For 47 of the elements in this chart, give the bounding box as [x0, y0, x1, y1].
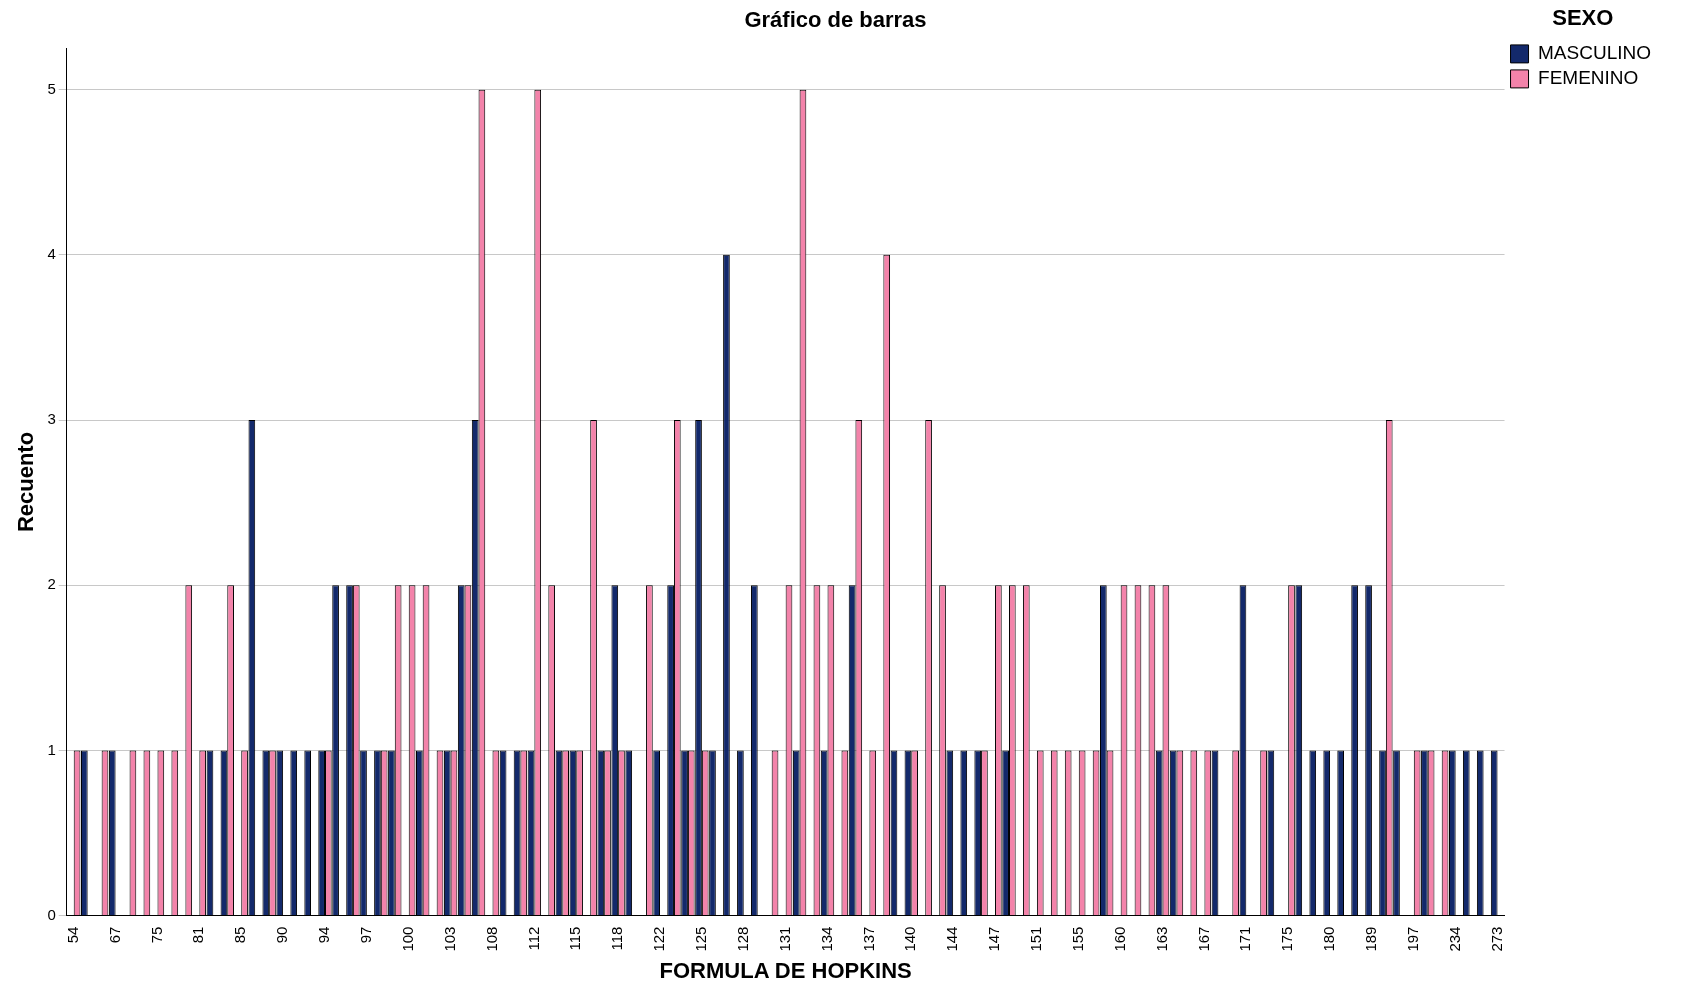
x-tick-label: 134	[817, 926, 835, 952]
x-tick-label: 75	[147, 926, 165, 944]
y-tick-label: 2	[47, 575, 56, 593]
x-tick-label: 100	[398, 926, 416, 952]
x-tick-label: 67	[105, 926, 123, 944]
x-tick-label: 81	[189, 926, 207, 944]
x-tick-label: 151	[1027, 926, 1045, 952]
chart-title: Gráfico de barras	[744, 7, 927, 33]
x-tick-label: 189	[1362, 926, 1380, 952]
x-tick-label: 137	[859, 926, 877, 952]
x-tick-label: 108	[482, 926, 500, 952]
x-tick-label: 234	[1445, 926, 1463, 952]
x-tick-label: 54	[63, 926, 81, 944]
x-tick-label: 97	[357, 926, 375, 944]
x-tick-label: 144	[943, 926, 961, 952]
x-tick-label: 131	[775, 926, 793, 952]
x-tick-label: 160	[1110, 926, 1128, 952]
y-tick-label: 5	[47, 79, 56, 97]
y-tick-label: 0	[47, 905, 56, 923]
x-tick-label: 94	[315, 926, 333, 944]
x-tick-label: 155	[1068, 926, 1086, 952]
x-tick-label: 112	[524, 926, 542, 951]
y-tick-label: 4	[47, 245, 56, 263]
y-tick-label: 1	[47, 740, 56, 758]
x-tick-label: 167	[1194, 926, 1212, 952]
x-tick-label: 115	[566, 926, 584, 951]
x-tick-label: 197	[1403, 926, 1421, 952]
x-tick-label: 171	[1236, 926, 1254, 952]
x-tick-label: 128	[733, 926, 751, 952]
x-tick-label: 85	[231, 926, 249, 944]
y-tick-label: 3	[47, 410, 56, 428]
x-tick-label: 163	[1152, 926, 1170, 952]
x-tick-label: 118	[608, 926, 626, 951]
x-axis-title: FORMULA DE HOPKINS	[659, 957, 912, 983]
x-tick-label: 90	[273, 926, 291, 944]
x-tick-label: 273	[1487, 926, 1505, 952]
legend-label: FEMENINO	[1538, 67, 1639, 89]
x-tick-label: 122	[650, 926, 668, 952]
x-tick-label: 125	[692, 926, 710, 952]
x-tick-label: 180	[1320, 926, 1338, 952]
x-tick-label: 140	[901, 926, 919, 952]
y-axis-title: Recuento	[13, 431, 39, 533]
x-tick-label: 175	[1278, 926, 1296, 952]
x-tick-label: 147	[985, 926, 1003, 952]
x-tick-label: 103	[440, 926, 458, 952]
legend-title: SEXO	[1552, 5, 1614, 31]
legend-label: MASCULINO	[1538, 42, 1652, 64]
